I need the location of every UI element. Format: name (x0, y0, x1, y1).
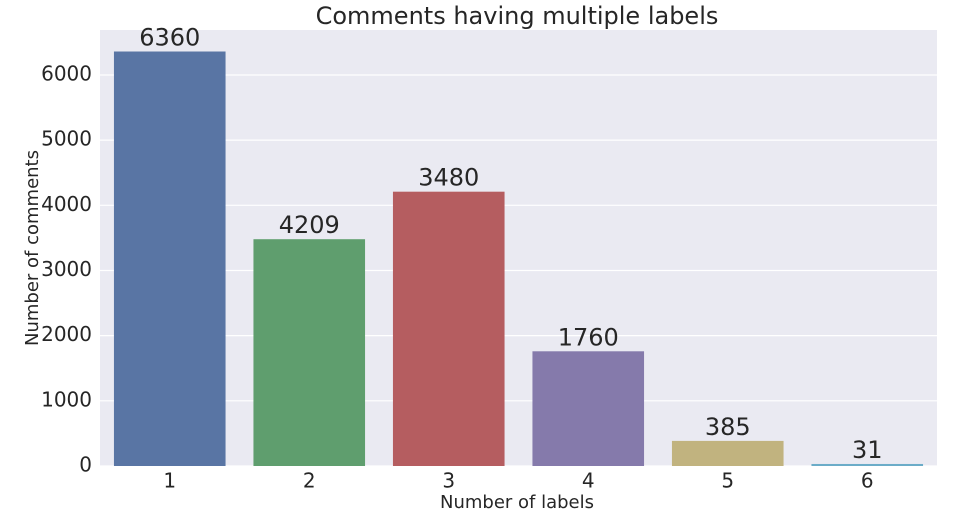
bar (671, 440, 784, 466)
y-tick-label: 6000 (41, 61, 92, 85)
bar-annotation: 4209 (279, 211, 340, 239)
x-tick-label: 3 (442, 469, 455, 493)
bar (113, 51, 226, 467)
bar-annotation: 385 (705, 413, 751, 441)
x-tick-label: 5 (721, 469, 734, 493)
bar-annotation: 6360 (139, 24, 200, 52)
x-tick-label: 1 (163, 469, 176, 493)
bar (392, 191, 505, 467)
bar-annotation: 31 (852, 436, 883, 464)
bar-annotation: 3480 (418, 164, 479, 192)
y-tick-label: 0 (79, 453, 92, 477)
x-tick-label: 6 (861, 469, 874, 493)
y-tick-label: 3000 (41, 257, 92, 281)
y-tick-label: 1000 (41, 387, 92, 411)
x-axis-label: Number of labels (440, 492, 594, 513)
bar (253, 239, 366, 466)
x-tick-label: 2 (303, 469, 316, 493)
x-tick-label: 4 (582, 469, 595, 493)
y-axis-label: Number of comments (22, 150, 43, 346)
y-tick-label: 2000 (41, 322, 92, 346)
bar (811, 463, 924, 466)
bar (532, 351, 645, 466)
plot-background (100, 30, 937, 466)
bar-annotation: 1760 (558, 323, 619, 351)
y-tick-label: 4000 (41, 192, 92, 216)
y-tick-label: 5000 (41, 127, 92, 151)
chart-title: Comments having multiple labels (316, 2, 719, 30)
